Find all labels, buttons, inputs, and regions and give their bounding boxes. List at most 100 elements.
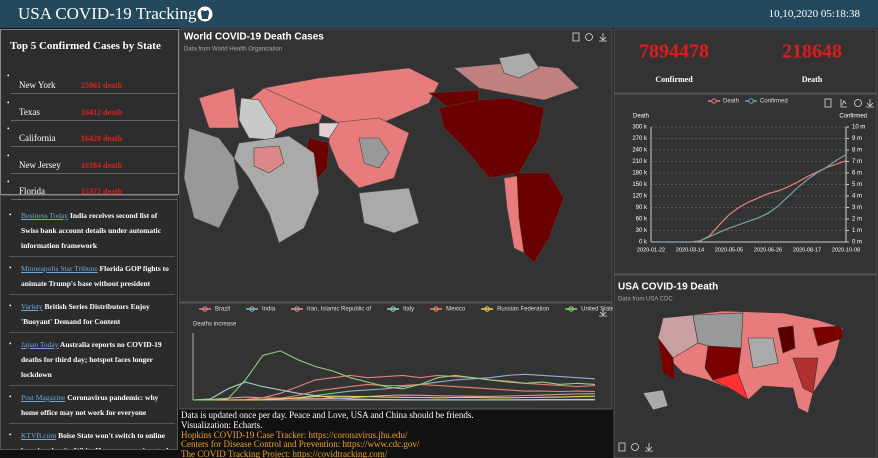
y2-tick-label: 10 m: [852, 125, 865, 131]
y-tick-label: 240 k: [632, 148, 648, 154]
y-tick-label: 120 k: [632, 194, 648, 200]
legend-label: Iran, Islamic Republic of: [307, 307, 371, 313]
right-charts: 7894478 Confirmed 218648 Death USA COVID…: [613, 28, 878, 458]
map-toolbox[interactable]: [572, 32, 607, 42]
bullet: •: [7, 125, 10, 133]
y-tick-label: 300 k: [632, 125, 648, 131]
y-tick-label: 210 k: [632, 159, 648, 165]
news-headline: British Series Distributors Enjoy 'Buoya…: [21, 302, 150, 326]
y-tick-label: 60 k: [636, 217, 648, 223]
kpi-label: Confirmed: [655, 75, 693, 84]
legend-swatch: [202, 306, 208, 312]
state-deaths: 16412 death: [81, 107, 123, 117]
line-toolbox[interactable]: [599, 308, 607, 317]
footer-link[interactable]: Hopkins COVID-19 Case Tracker: https://c…: [181, 429, 408, 440]
y-tick-label: 30 k: [636, 228, 648, 234]
news-headline: Australia reports no COVID-19 deaths for…: [21, 340, 162, 379]
legend-swatch: [748, 98, 754, 104]
y2-tick-label: 9 m: [852, 136, 862, 142]
legend-swatch: [433, 306, 439, 312]
news-item: Business Today India receives second lis…: [21, 208, 173, 253]
legend-label: Death: [723, 99, 739, 105]
state-deaths: 16428 death: [81, 134, 123, 143]
footer-text: Visualization: Echarts.: [181, 419, 263, 430]
y2-tick-label: 7 m: [852, 159, 862, 165]
series-line: [193, 395, 596, 401]
legend-label: Confirmed: [760, 99, 788, 105]
legend-label: United States of America: [581, 307, 613, 313]
top5-title: Top 5 Confirmed Cases by State: [10, 40, 161, 52]
news-headline: Coronavirus pandemic: why home office ma…: [21, 393, 159, 417]
kpi-value: 218648: [782, 41, 842, 63]
series-line: [192, 393, 596, 401]
x-tick-label: 2020-10-08: [832, 247, 860, 253]
news-source[interactable]: KTVB.com: [21, 431, 57, 440]
usmap-toolbox[interactable]: [618, 442, 653, 452]
x-tick-label: 2020-06-26: [754, 247, 782, 253]
news-source[interactable]: Minneapolis Star Tribune: [21, 264, 98, 273]
y2-tick-label: 6 m: [852, 171, 862, 177]
separator: [11, 146, 177, 147]
news-headline: India receives second list of Swiss bank…: [21, 211, 162, 250]
bullet: •: [9, 393, 12, 401]
series-line: [651, 154, 847, 243]
x-tick-label: 2020-05-05: [715, 247, 743, 253]
legend-label: Mexico: [446, 307, 466, 313]
series-line: [192, 381, 596, 401]
legend-swatch: [568, 306, 574, 312]
footer: Data is updated once per day. Peace and …: [181, 411, 611, 458]
news-panel: Business Today India receives second lis…: [0, 195, 178, 450]
footer-link[interactable]: The COVID Tracking Project: https://covi…: [181, 449, 388, 458]
news-source[interactable]: Variety: [21, 302, 43, 311]
chart-title: USA COVID-19 Death: [618, 282, 718, 293]
world-map: [183, 52, 580, 264]
bullet: •: [9, 340, 12, 348]
state-name: Florida: [19, 186, 45, 196]
x-tick-label: 2020-03-14: [676, 247, 704, 253]
y2-tick-label: 5 m: [852, 182, 862, 188]
y2-tick-label: 4 m: [852, 194, 862, 200]
legend-label: Russian Federation: [497, 307, 549, 313]
bullet: •: [7, 178, 10, 186]
axis-title: Deaths increase: [193, 322, 237, 328]
separator: [9, 294, 175, 295]
bullet: •: [9, 431, 12, 439]
bullet: •: [9, 302, 12, 310]
news-source[interactable]: Japan Today: [21, 340, 59, 349]
center-charts: World COVID-19 Death Cases Data from Worl…: [179, 28, 613, 410]
separator: [11, 119, 177, 121]
legend-label: Italy: [403, 307, 414, 313]
trend-panel: [613, 93, 878, 275]
chart-subtitle: Data from World Health Organization: [184, 47, 282, 53]
y-tick-label: 0 k: [639, 240, 648, 246]
legend-swatch: [711, 98, 717, 104]
y-tick-label: 180 k: [632, 171, 648, 177]
news-headline: Florida GOP fights to animate Trump's ba…: [21, 264, 169, 288]
legend-swatch: [390, 306, 396, 312]
github-icon[interactable]: [197, 6, 213, 22]
news-item: Variety British Series Distributors Enjo…: [21, 299, 173, 329]
trend-toolbox[interactable]: [824, 98, 874, 108]
news-source[interactable]: Post Magazine: [21, 393, 66, 402]
y2-tick-label: 2 m: [852, 217, 862, 223]
y2-tick-label: 3 m: [852, 205, 862, 211]
bullet: •: [9, 211, 12, 219]
separator: [11, 93, 177, 94]
timestamp: 10,10,2020 05:18:38: [768, 8, 860, 20]
us-map: [642, 310, 844, 414]
axis-title: Death: [633, 114, 649, 120]
header: USA COVID-19 Tracking 10,10,2020 05:18:3…: [0, 0, 878, 28]
kpi-label: Death: [802, 75, 823, 84]
chart-subtitle: Data from USA CDC: [618, 297, 673, 303]
separator: [9, 385, 175, 386]
y-tick-label: 270 k: [632, 136, 648, 142]
footer-link[interactable]: Centers for Disease Control and Preventi…: [181, 439, 420, 450]
y2-tick-label: 0 m: [852, 240, 862, 246]
kpi-panel: [613, 28, 878, 94]
news-source[interactable]: Business Today: [21, 211, 69, 220]
bullet: •: [7, 98, 10, 107]
x-tick-label: 2020-08-17: [793, 247, 821, 253]
legend-label: Brazil: [215, 307, 230, 313]
legend-swatch: [484, 306, 490, 312]
separator: [9, 332, 175, 333]
